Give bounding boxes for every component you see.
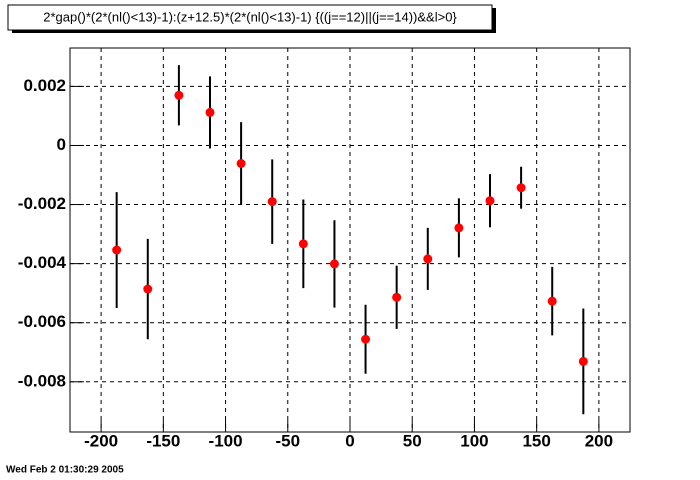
x-tick-label: 200 [585,431,613,450]
data-point [361,334,371,344]
y-tick-label: 0 [57,135,66,154]
data-point [578,356,588,366]
data-point [205,107,215,117]
data-point [454,223,464,233]
y-tick-label: -0.006 [18,312,66,331]
x-tick-label: 150 [522,431,550,450]
x-tick-label: 0 [345,431,354,450]
x-tick-label: -50 [275,431,300,450]
data-point [298,239,308,249]
y-tick-label: 0.002 [23,76,66,95]
x-tick-label: -200 [84,431,118,450]
x-tick-label: 100 [460,431,488,450]
x-tick-label: -100 [209,431,243,450]
data-point [516,183,526,193]
y-tick-label: -0.002 [18,194,66,213]
timestamp: Wed Feb 2 01:30:29 2005 [6,465,124,476]
x-tick-label: 50 [403,431,422,450]
data-point [112,245,122,255]
data-point [236,158,246,168]
x-tick-label: -150 [146,431,180,450]
data-point [423,254,433,264]
y-tick-label: -0.008 [18,371,66,390]
data-point [174,90,184,100]
y-tick-label: -0.004 [18,253,67,272]
data-point [485,196,495,206]
data-point [329,259,339,269]
data-point [392,292,402,302]
data-point [547,296,557,306]
data-point [267,197,277,207]
data-point [143,284,153,294]
title-box [7,4,493,31]
chart-title: 2*gap()*(2*(nl()<13)-1):(z+12.5)*(2*(nl(… [43,9,457,24]
